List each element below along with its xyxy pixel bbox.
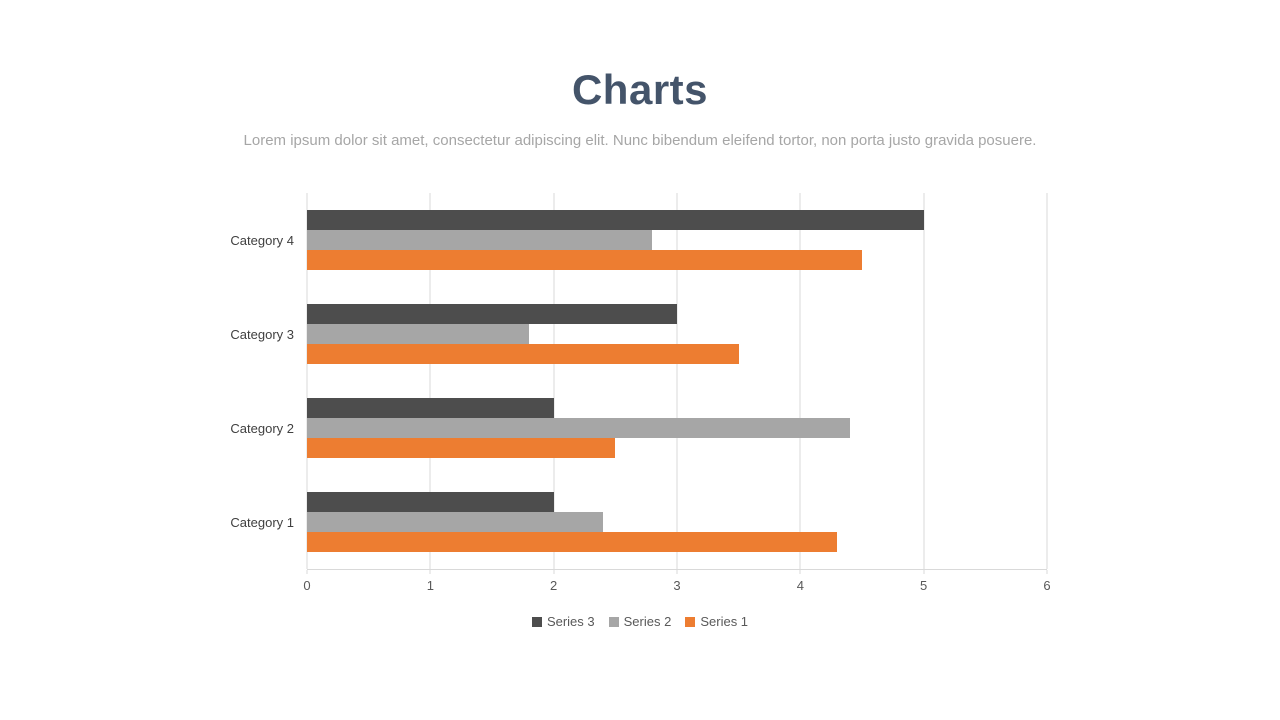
axis-tick-icon — [923, 570, 925, 574]
category-group-category-2 — [307, 381, 1047, 475]
bar-series-1-category-4 — [307, 250, 862, 270]
gridline — [429, 193, 431, 569]
category-group-category-3 — [307, 287, 1047, 381]
x-axis-tick-label: 2 — [550, 578, 558, 593]
bar-series-3-category-3 — [307, 304, 677, 324]
axis-tick-icon — [676, 570, 678, 574]
legend-item-series-2: Series 2 — [608, 614, 672, 629]
bar-series-2-category-1 — [307, 512, 603, 532]
x-axis-tick-label: 5 — [920, 578, 928, 593]
x-axis-tick-label: 3 — [673, 578, 681, 593]
axis-tick-icon — [429, 570, 431, 574]
x-axis-tick-label: 1 — [426, 578, 434, 593]
legend-label: Series 2 — [623, 614, 672, 629]
bar-series-3-category-4 — [307, 210, 924, 230]
axis-tick-icon — [1046, 570, 1048, 574]
gridline — [553, 193, 555, 569]
bar-series-1-category-3 — [307, 344, 739, 364]
legend-item-series-1: Series 1 — [685, 614, 748, 629]
axis-tick-icon — [306, 570, 308, 574]
bar-series-3-category-2 — [307, 398, 554, 418]
bar-series-1-category-1 — [307, 532, 838, 552]
plot-area: 0 1 2 3 4 5 6 — [303, 193, 1051, 593]
gridline — [923, 193, 925, 569]
category-label-category-3: Category 3 — [230, 326, 294, 342]
legend-swatch-icon — [608, 616, 619, 627]
axis-tick-icon — [553, 570, 555, 574]
gridline — [306, 193, 308, 569]
bar-series-1-category-2 — [307, 438, 616, 458]
bars-layer — [307, 193, 1047, 569]
legend-label: Series 1 — [700, 614, 749, 629]
legend: Series 3 Series 2 Series 1 — [0, 614, 1280, 629]
legend-item-series-3: Series 3 — [531, 614, 595, 629]
bar-chart: Category 4 Category 3 Category 2 Category 1… — [210, 193, 1051, 593]
axis-tick-icon — [799, 570, 801, 574]
bar-series-2-category-4 — [307, 230, 653, 250]
category-axis: Category 4 Category 3 Category 2 Category 1 — [210, 193, 307, 570]
category-label-category-4: Category 4 — [230, 232, 294, 248]
page-title: Charts — [571, 66, 709, 113]
slide-subtitle: Lorem ipsum dolor sit amet, consectetur … — [243, 132, 1037, 149]
bar-series-3-category-1 — [307, 492, 554, 512]
gridline — [799, 193, 801, 569]
legend-label: Series 3 — [546, 614, 595, 629]
bar-series-2-category-2 — [307, 418, 850, 438]
category-group-category-1 — [307, 475, 1047, 569]
x-axis-tick-label: 4 — [796, 578, 804, 593]
category-label-category-1: Category 1 — [230, 515, 294, 531]
gridline — [1046, 193, 1048, 569]
legend-swatch-icon — [531, 616, 542, 627]
category-group-category-4 — [307, 193, 1047, 287]
bar-series-2-category-3 — [307, 324, 529, 344]
legend-swatch-icon — [685, 616, 696, 627]
gridline — [676, 193, 678, 569]
x-axis-tick-label: 6 — [1043, 578, 1051, 593]
x-axis-tick-label: 0 — [303, 578, 311, 593]
category-label-category-2: Category 2 — [230, 421, 294, 437]
